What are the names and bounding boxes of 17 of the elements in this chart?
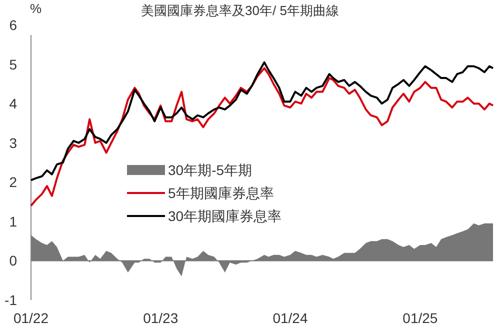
y-axis-title: % [30, 1, 42, 16]
y-tick-label: 6 [9, 17, 18, 33]
x-tick-label: 01/24 [272, 310, 308, 326]
legend-label: 30年期-5年期 [168, 162, 252, 178]
y-tick-label: -1 [4, 292, 18, 308]
y-tick-label: 0 [9, 252, 18, 269]
x-tick-label: 01/22 [13, 310, 49, 326]
y-tick-label: 2 [9, 174, 18, 190]
x-tick-label: 01/23 [143, 310, 178, 326]
x-tick-label: 01/25 [402, 310, 438, 326]
y-tick-label: 1 [9, 213, 18, 230]
chart-title: 美國國庫券息率及30年/ 5年期曲線 [141, 3, 339, 18]
y-tick-label: 4 [9, 96, 18, 112]
y-tick-label: 5 [9, 56, 18, 72]
legend-label: 30年期國庫券息率 [168, 208, 282, 224]
y-tick-label: 3 [9, 134, 18, 151]
legend-label: 5年期國庫券息率 [168, 185, 274, 201]
